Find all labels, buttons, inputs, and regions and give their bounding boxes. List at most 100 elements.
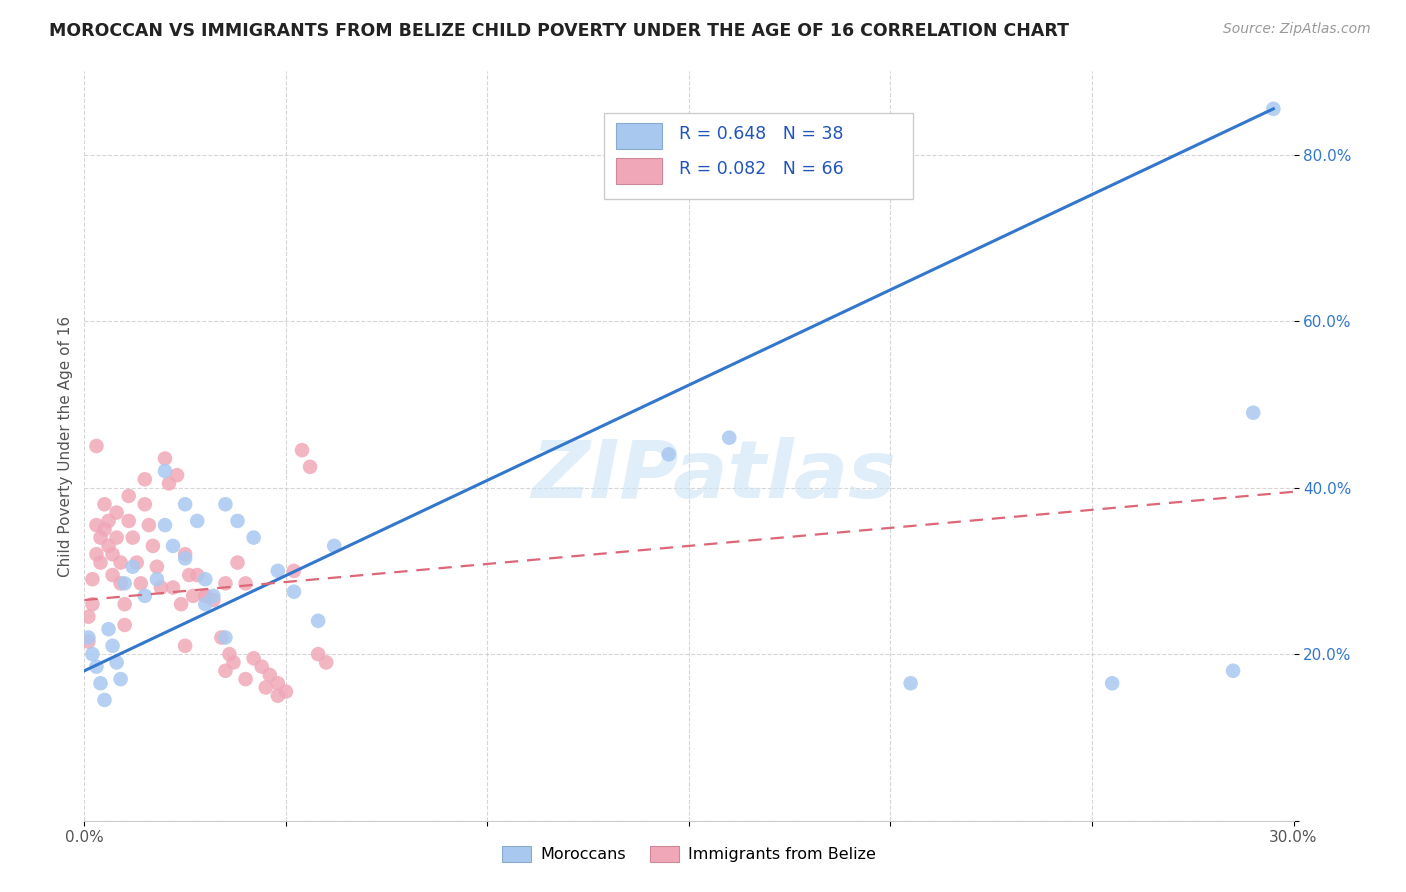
Point <box>214 664 236 678</box>
Y-axis label: Child Poverty Under the Age of 16: Child Poverty Under the Age of 16 <box>58 316 73 576</box>
FancyBboxPatch shape <box>605 112 912 199</box>
Text: R = 0.648   N = 38: R = 0.648 N = 38 <box>679 125 844 143</box>
Point <box>166 468 188 483</box>
Point <box>82 572 104 586</box>
Point <box>162 581 184 595</box>
Point <box>153 464 176 478</box>
Point <box>194 589 217 603</box>
Point <box>214 576 236 591</box>
Point <box>315 656 337 670</box>
Point <box>149 581 172 595</box>
Point <box>125 556 148 570</box>
Point <box>77 634 100 648</box>
Point <box>121 531 143 545</box>
Point <box>242 531 264 545</box>
Point <box>254 681 277 695</box>
Point <box>86 547 108 561</box>
Point <box>129 576 152 591</box>
Point <box>202 589 225 603</box>
Point <box>214 631 236 645</box>
Point <box>89 531 111 545</box>
Point <box>194 589 217 603</box>
Point <box>214 497 236 511</box>
Point <box>105 656 128 670</box>
Point <box>235 672 257 686</box>
Point <box>186 514 208 528</box>
Point <box>283 564 305 578</box>
Text: Source: ZipAtlas.com: Source: ZipAtlas.com <box>1223 22 1371 37</box>
Point <box>323 539 346 553</box>
Point <box>105 531 128 545</box>
Point <box>181 589 204 603</box>
Point <box>114 618 136 632</box>
Point <box>77 631 100 645</box>
Point <box>267 564 290 578</box>
Point <box>97 539 120 553</box>
Point <box>114 597 136 611</box>
Point <box>77 609 100 624</box>
Text: R = 0.082   N = 66: R = 0.082 N = 66 <box>679 160 844 178</box>
Point <box>101 547 124 561</box>
Point <box>658 447 681 461</box>
Point <box>1222 664 1244 678</box>
Point <box>218 647 240 661</box>
Point <box>82 597 104 611</box>
Point <box>110 672 132 686</box>
Point <box>97 622 120 636</box>
Point <box>779 181 801 195</box>
Point <box>101 568 124 582</box>
Point <box>235 576 257 591</box>
Point <box>209 631 232 645</box>
Point <box>93 522 115 536</box>
Point <box>146 559 169 574</box>
Point <box>86 518 108 533</box>
Point <box>93 693 115 707</box>
Point <box>114 576 136 591</box>
Point <box>174 497 197 511</box>
FancyBboxPatch shape <box>616 123 662 149</box>
Point <box>174 547 197 561</box>
Point <box>146 572 169 586</box>
Point <box>222 656 245 670</box>
Point <box>174 551 197 566</box>
Point <box>1263 102 1285 116</box>
Legend: Moroccans, Immigrants from Belize: Moroccans, Immigrants from Belize <box>495 840 883 869</box>
Point <box>267 689 290 703</box>
Point <box>283 584 305 599</box>
FancyBboxPatch shape <box>616 158 662 184</box>
Point <box>174 639 197 653</box>
Point <box>299 459 322 474</box>
Point <box>242 651 264 665</box>
Point <box>134 472 156 486</box>
Point <box>118 514 141 528</box>
Point <box>194 572 217 586</box>
Point <box>105 506 128 520</box>
Point <box>82 647 104 661</box>
Point <box>142 539 165 553</box>
Point <box>121 559 143 574</box>
Point <box>202 593 225 607</box>
Point <box>110 556 132 570</box>
Point <box>226 514 249 528</box>
Point <box>97 514 120 528</box>
Point <box>110 576 132 591</box>
Point <box>89 556 111 570</box>
Point <box>267 676 290 690</box>
Point <box>1101 676 1123 690</box>
Point <box>250 659 273 673</box>
Text: MOROCCAN VS IMMIGRANTS FROM BELIZE CHILD POVERTY UNDER THE AGE OF 16 CORRELATION: MOROCCAN VS IMMIGRANTS FROM BELIZE CHILD… <box>49 22 1069 40</box>
Point <box>194 597 217 611</box>
Point <box>118 489 141 503</box>
Point <box>291 443 314 458</box>
Point <box>259 668 281 682</box>
Point <box>307 614 329 628</box>
Point <box>86 659 108 673</box>
Point <box>93 497 115 511</box>
Point <box>718 431 741 445</box>
Point <box>274 684 297 698</box>
Point <box>153 451 176 466</box>
Text: ZIPatlas: ZIPatlas <box>530 437 896 515</box>
Point <box>226 556 249 570</box>
Point <box>89 676 111 690</box>
Point <box>134 589 156 603</box>
